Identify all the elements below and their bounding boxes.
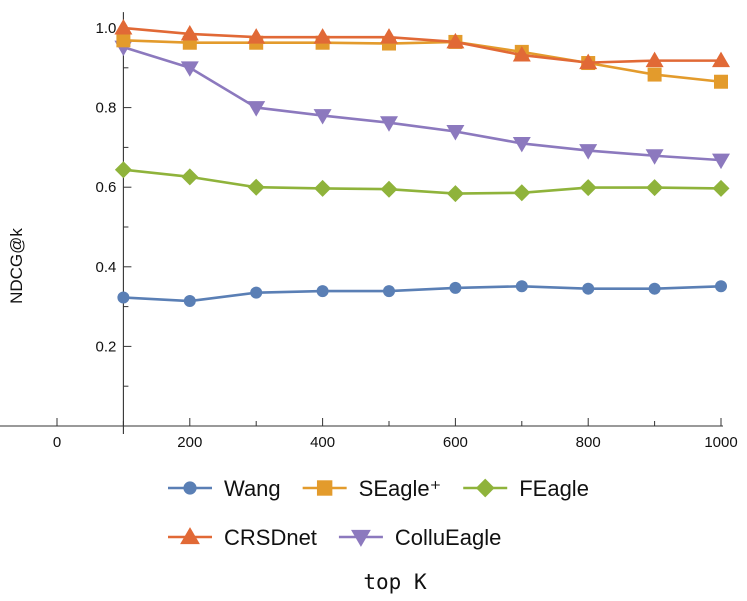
x-tick-label: 800 xyxy=(576,434,601,451)
legend-item-collueagle: ColluEagle xyxy=(338,525,501,550)
data-point-crsdnet xyxy=(180,24,199,41)
series-line-crsdnet xyxy=(123,26,721,64)
data-point-wang xyxy=(648,282,661,295)
data-point-crsdnet xyxy=(712,51,730,68)
y-axis-label: NDCG@k xyxy=(7,228,26,304)
data-point-collueagle xyxy=(247,101,266,117)
legend-marker-collueagle xyxy=(351,529,371,547)
x-tick-label: 600 xyxy=(443,434,468,451)
data-point-crsdnet xyxy=(579,53,598,70)
data-point-feagle xyxy=(579,179,597,197)
legend-label-feagle: FEagle xyxy=(519,476,589,501)
series-line-seagle xyxy=(123,39,722,84)
legend-marker-crsdnet xyxy=(180,527,200,545)
data-point-collueagle xyxy=(380,116,398,132)
y-tick-label: 0.4 xyxy=(96,259,117,276)
data-point-feagle xyxy=(114,161,132,179)
data-point-wang xyxy=(250,286,263,299)
data-point-feagle xyxy=(247,178,265,196)
data-point-seagle xyxy=(116,33,131,48)
x-axis-label: top K xyxy=(363,570,427,594)
axes: 0 200 400 600 800 1000 0.2 0.4 0.6 0.8 1.0 xyxy=(0,12,738,451)
data-point-wang xyxy=(316,285,329,298)
x-tick-label: 200 xyxy=(177,434,202,451)
legend-item-seagle: SEagle⁺ xyxy=(302,476,442,501)
series-line-feagle xyxy=(123,168,722,195)
legend-label-wang: Wang xyxy=(224,476,281,501)
data-point-crsdnet xyxy=(645,51,664,68)
legend-item-crsdnet: CRSDnet xyxy=(168,525,317,550)
data-point-collueagle xyxy=(512,136,531,153)
series-wang xyxy=(117,280,727,308)
data-point-crsdnet xyxy=(313,28,332,44)
data-point-wang xyxy=(383,285,395,298)
data-point-feagle xyxy=(446,185,464,203)
data-point-wang xyxy=(117,291,130,304)
data-point-crsdnet xyxy=(512,46,531,62)
y-tick-label: 0.8 xyxy=(96,100,117,117)
data-point-seagle xyxy=(647,67,662,82)
data-point-wang xyxy=(183,295,196,308)
data-point-collueagle xyxy=(180,61,199,77)
data-point-wang xyxy=(449,281,462,294)
data-point-collueagle xyxy=(712,153,730,170)
legend-label-crsdnet: CRSDnet xyxy=(224,525,317,550)
data-point-collueagle xyxy=(645,149,664,165)
x-tick-label: 0 xyxy=(53,434,61,451)
data-point-feagle xyxy=(380,180,398,198)
y-tick-label: 1.0 xyxy=(96,20,117,37)
legend-marker-seagle xyxy=(316,480,333,496)
series-crsdnet xyxy=(114,19,730,70)
data-point-feagle xyxy=(513,184,531,202)
data-point-feagle xyxy=(646,179,664,197)
legend-label-seagle: SEagle⁺ xyxy=(359,476,442,501)
data-point-collueagle xyxy=(579,144,598,160)
legend-item-feagle: FEagle xyxy=(463,476,589,501)
series-line-collueagle xyxy=(123,45,722,162)
x-tick-label: 400 xyxy=(310,434,335,451)
legend: Wang SEagle⁺ FEagle CRSDnet ColluEagle xyxy=(168,476,589,550)
y-tick-label: 0.2 xyxy=(96,338,117,355)
data-point-seagle xyxy=(714,74,728,89)
data-point-collueagle xyxy=(313,109,332,125)
data-point-feagle xyxy=(712,179,730,197)
data-point-crsdnet xyxy=(380,28,398,44)
legend-label-collueagle: ColluEagle xyxy=(395,525,501,550)
series-line-wang xyxy=(123,285,722,303)
y-tick-label: 0.6 xyxy=(96,179,117,196)
data-point-wang xyxy=(715,280,727,293)
data-point-wang xyxy=(515,280,528,293)
series-feagle xyxy=(114,161,730,203)
data-point-feagle xyxy=(181,168,199,186)
legend-marker-wang xyxy=(183,481,197,495)
legend-marker-feagle xyxy=(475,478,495,498)
data-point-wang xyxy=(582,282,595,295)
data-point-crsdnet xyxy=(446,32,465,49)
data-point-crsdnet xyxy=(247,28,266,44)
legend-item-wang: Wang xyxy=(168,476,281,501)
data-point-crsdnet xyxy=(114,19,133,35)
x-tick-label: 1000 xyxy=(704,434,737,451)
series-layer xyxy=(114,19,730,308)
data-point-collueagle xyxy=(446,125,465,141)
data-point-feagle xyxy=(314,179,332,197)
